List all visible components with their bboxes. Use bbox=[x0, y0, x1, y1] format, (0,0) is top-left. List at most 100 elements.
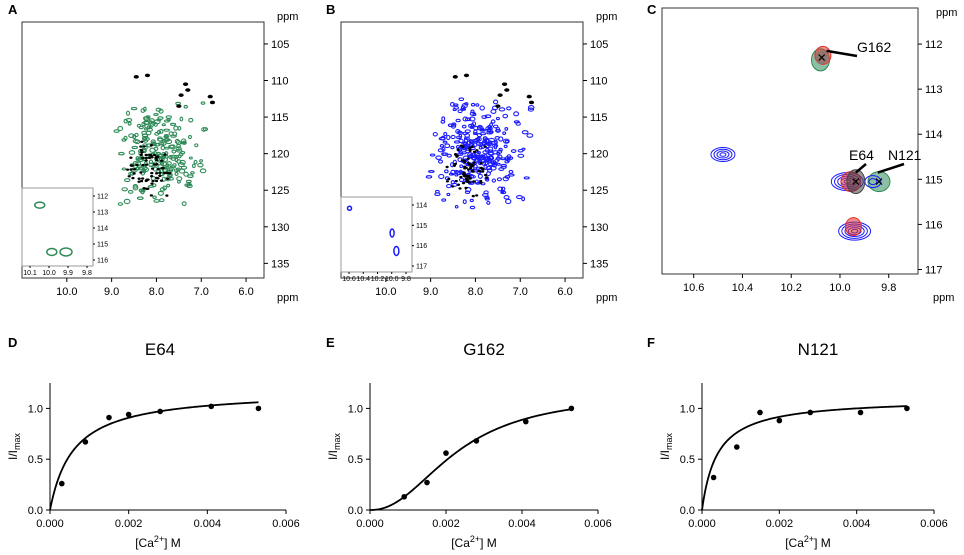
nmr-peak bbox=[131, 145, 138, 150]
nmr-peak bbox=[428, 169, 435, 173]
nmr-peak bbox=[483, 156, 490, 162]
panel-letter-b: B bbox=[326, 2, 335, 17]
nmr-peak bbox=[475, 103, 480, 107]
reference-peak bbox=[472, 180, 476, 183]
reference-peak bbox=[176, 104, 182, 108]
reference-peak bbox=[472, 161, 476, 164]
reference-peak bbox=[144, 156, 149, 160]
binding-curve-panel-e: E G162 0.000 0.002 0.004 0.006 0.0 0.5 1.0 I/Im… bbox=[326, 335, 612, 550]
nmr-peak bbox=[491, 162, 496, 166]
nmr-peak bbox=[432, 131, 438, 137]
nmr-peak bbox=[504, 139, 510, 143]
spectrum-b-peaks bbox=[425, 73, 535, 210]
x-tick-label: 0.002 bbox=[432, 518, 460, 530]
reference-peak bbox=[504, 88, 510, 92]
data-point bbox=[401, 493, 408, 500]
reference-peak bbox=[151, 179, 155, 183]
panel-letter-e: E bbox=[326, 335, 335, 350]
nmr-peak bbox=[202, 127, 209, 132]
inset-y-tick-label: 112 bbox=[97, 194, 108, 201]
nmr-peak bbox=[142, 148, 147, 154]
reference-peak bbox=[160, 167, 164, 170]
nmr-peak bbox=[150, 141, 156, 146]
x-tick-label: 0.002 bbox=[115, 518, 143, 530]
nmr-peak bbox=[455, 144, 461, 149]
nmr-peak bbox=[161, 123, 166, 127]
nmr-peak bbox=[462, 199, 467, 205]
inset-y-tick-label: 116 bbox=[97, 258, 108, 265]
reference-peak bbox=[495, 104, 501, 108]
reference-peak bbox=[155, 163, 159, 166]
nmr-peak bbox=[498, 136, 504, 142]
nmr-peak bbox=[450, 180, 456, 185]
nmr-peak bbox=[141, 133, 149, 138]
inset-x-tick-label: 10.0 bbox=[42, 270, 56, 277]
nmr-peak bbox=[152, 183, 157, 188]
nmr-peak bbox=[127, 121, 132, 126]
nmr-peak bbox=[476, 169, 482, 175]
nmr-peak bbox=[497, 186, 504, 192]
spectrum-b-axes: 10.0 9.0 8.0 7.0 6.0 105 110 115 120 125 130 135 bbox=[375, 39, 608, 298]
annotation-arrow bbox=[855, 163, 867, 174]
plot-title-e64: E64 bbox=[145, 340, 175, 359]
nmr-peak bbox=[123, 198, 131, 205]
nmr-peak bbox=[526, 133, 534, 138]
data-point bbox=[523, 418, 529, 425]
n121-peak-blue bbox=[868, 178, 878, 186]
inset-y-tick-label: 114 bbox=[416, 203, 427, 210]
inset-x-tick-label: 10.0 bbox=[385, 276, 399, 283]
spectrum-a-frame bbox=[21, 21, 265, 279]
reference-peak bbox=[447, 177, 451, 181]
nmr-peak bbox=[141, 167, 146, 172]
data-point bbox=[757, 409, 763, 416]
nmr-peak bbox=[157, 142, 165, 146]
nmr-peak bbox=[132, 134, 137, 140]
data-point bbox=[157, 408, 163, 415]
nmr-peak bbox=[194, 143, 199, 148]
reference-peak bbox=[469, 166, 473, 170]
nmr-peak bbox=[450, 145, 455, 150]
annotation-g162: G162 bbox=[857, 39, 891, 55]
nmr-peak bbox=[160, 141, 167, 146]
inset-x-tick-label: 9.8 bbox=[401, 276, 411, 283]
y-tick-label: 1.0 bbox=[680, 403, 695, 415]
reference-peak bbox=[156, 167, 160, 171]
reference-peak bbox=[160, 159, 164, 162]
inset-y-tick-label: 115 bbox=[416, 223, 427, 230]
reference-peak bbox=[144, 73, 151, 78]
nmr-peak bbox=[460, 105, 466, 110]
nmr-peak bbox=[168, 131, 174, 136]
nmr-peak bbox=[494, 139, 498, 145]
nmr-peak bbox=[439, 144, 445, 148]
data-point bbox=[443, 450, 449, 456]
reference-peak bbox=[466, 157, 470, 160]
nmr-peak bbox=[148, 159, 154, 165]
nmr-peak bbox=[450, 134, 456, 140]
nmr-peak bbox=[473, 125, 480, 131]
reference-peak bbox=[483, 173, 488, 177]
peak-cross-marker bbox=[852, 178, 860, 186]
reference-peak bbox=[464, 186, 468, 190]
reference-peak bbox=[462, 173, 466, 176]
reference-peak bbox=[481, 167, 485, 171]
weak-peak-blue bbox=[713, 148, 733, 161]
nmr-peak bbox=[459, 164, 464, 169]
spectrum-b-inset: 10.6 10.4 10.2 10.0 9.8 114 115 116 117 bbox=[340, 196, 427, 283]
nmr-peak bbox=[182, 140, 187, 145]
x-tick-label: 0.000 bbox=[36, 518, 64, 530]
nmr-peak bbox=[169, 154, 177, 159]
nmr-peak bbox=[434, 189, 440, 194]
x-tick-label: 10.0 bbox=[829, 282, 850, 294]
nmr-peak bbox=[488, 130, 494, 134]
nmr-peak bbox=[504, 127, 509, 131]
zoom-peaks bbox=[710, 45, 891, 241]
nmr-peak bbox=[197, 162, 204, 168]
reference-peak bbox=[207, 94, 213, 99]
nmr-peak bbox=[491, 178, 497, 183]
nmr-peak bbox=[440, 135, 446, 141]
nmr-peak bbox=[136, 123, 142, 128]
nmr-peak bbox=[156, 136, 163, 142]
nmr-peak bbox=[165, 139, 173, 145]
nmr-peak bbox=[185, 179, 192, 184]
nmr-peak bbox=[498, 107, 506, 112]
